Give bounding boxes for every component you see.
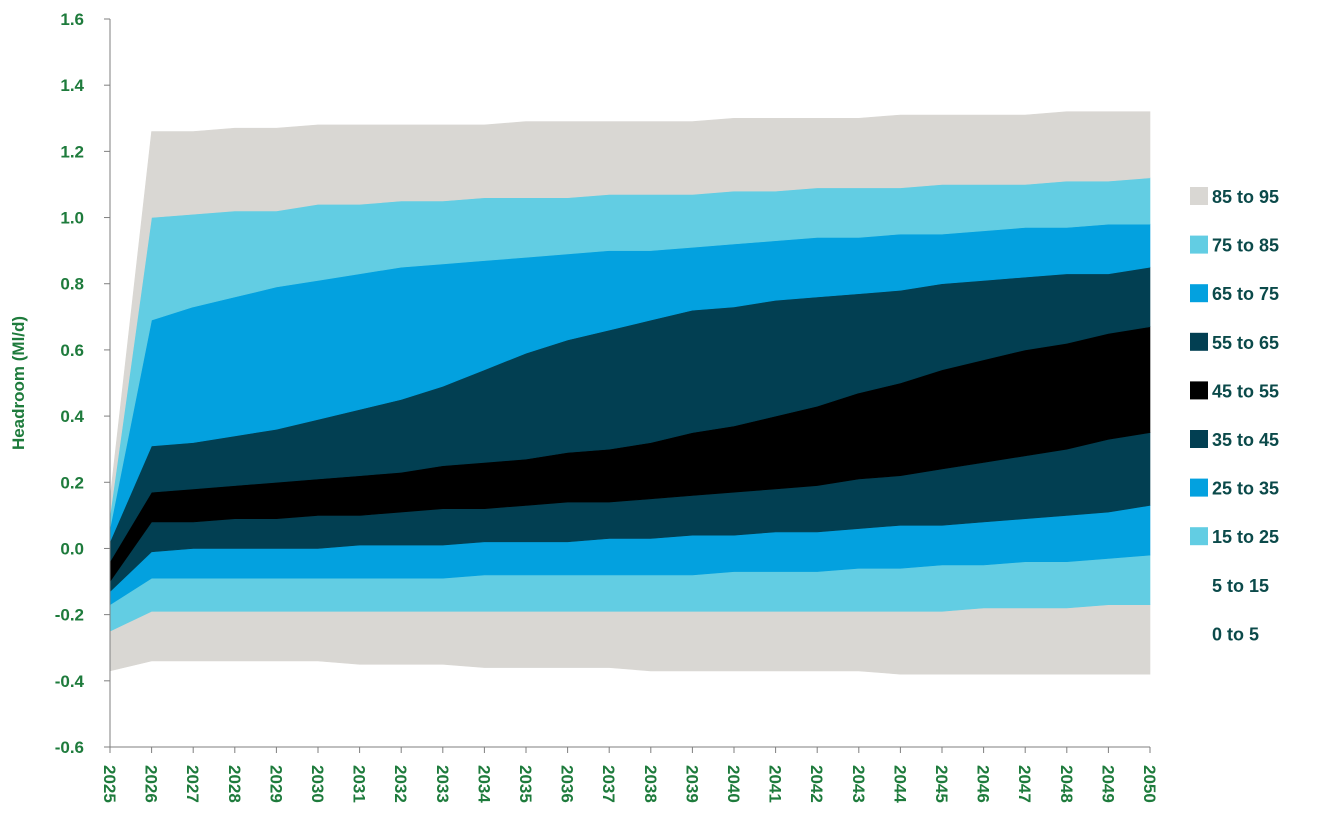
y-tick-label: 0.0	[60, 539, 84, 558]
x-tick-label: 2033	[433, 765, 452, 803]
legend-swatch	[1190, 332, 1208, 351]
x-tick-label: 2025	[100, 765, 119, 803]
legend-label: 55 to 65	[1212, 333, 1279, 353]
x-tick-label: 2050	[1140, 765, 1159, 803]
x-tick-label: 2036	[558, 765, 577, 803]
x-tick-label: 2041	[766, 765, 785, 803]
legend-label: 5 to 15	[1212, 576, 1269, 596]
x-tick-label: 2045	[932, 765, 951, 803]
x-tick-label: 2049	[1098, 765, 1117, 803]
legend-label: 25 to 35	[1212, 479, 1279, 499]
y-tick-label: 0.2	[60, 473, 84, 492]
x-tick-label: 2028	[225, 765, 244, 803]
x-tick-label: 2048	[1057, 765, 1076, 803]
y-axis-ticks: -0.6 -0.4 -0.2 0.0 0.2 0.4 0.6 0.8 1.0 1.2 1.4 1.6	[55, 10, 110, 757]
legend: 85 to 95 75 to 85 65 to 75 55 to 65 45 to 55…	[1190, 187, 1279, 644]
legend-swatch	[1190, 284, 1208, 303]
x-tick-label: 2037	[599, 765, 618, 803]
legend-label: 15 to 25	[1212, 527, 1279, 547]
x-tick-label: 2030	[308, 765, 327, 803]
legend-swatch	[1190, 381, 1208, 400]
y-tick-label: 1.2	[60, 142, 84, 161]
x-tick-label: 2040	[724, 765, 743, 803]
x-tick-label: 2026	[142, 765, 161, 803]
axes	[109, 19, 1150, 748]
legend-label: 35 to 45	[1212, 430, 1279, 450]
legend-swatch	[1190, 235, 1208, 254]
x-tick-label: 2027	[183, 765, 202, 803]
fan-bands	[109, 111, 1151, 675]
x-tick-label: 2034	[474, 765, 493, 803]
y-tick-label: 1.0	[60, 209, 84, 228]
legend-label: 45 to 55	[1212, 381, 1279, 401]
x-tick-label: 2044	[890, 765, 909, 803]
x-tick-label: 2046	[974, 765, 993, 803]
x-tick-label: 2038	[641, 765, 660, 803]
y-tick-label: -0.4	[55, 672, 85, 691]
y-axis-title: Headroom (Ml/d)	[9, 316, 28, 450]
y-tick-label: 0.6	[60, 341, 84, 360]
y-tick-label: 1.4	[60, 76, 84, 95]
legend-swatch	[1190, 187, 1208, 205]
x-tick-label: 2032	[391, 765, 410, 803]
legend-label: 0 to 5	[1212, 624, 1259, 644]
legend-swatch	[1190, 478, 1208, 497]
legend-swatch	[1190, 527, 1208, 546]
x-tick-label: 2039	[682, 765, 701, 803]
x-tick-label: 2047	[1015, 765, 1034, 803]
x-axis-ticks: 2025 2026 2027 2028 2029 2030 2031 2032 2033 2034…	[100, 747, 1159, 803]
x-tick-label: 2029	[266, 765, 285, 803]
y-tick-label: -0.6	[55, 738, 84, 757]
x-tick-label: 2035	[516, 765, 535, 803]
legend-label: 85 to 95	[1212, 187, 1279, 207]
x-tick-label: 2042	[807, 765, 826, 803]
band-85-to-95	[109, 604, 1151, 675]
y-tick-label: 0.4	[60, 407, 84, 426]
legend-label: 75 to 85	[1212, 236, 1279, 256]
legend-label: 65 to 75	[1212, 284, 1279, 304]
band-5-to-15	[109, 111, 1151, 516]
legend-swatch	[1190, 430, 1208, 448]
y-tick-label: -0.2	[55, 606, 84, 625]
y-tick-label: 1.6	[60, 10, 84, 29]
y-tick-label: 0.8	[60, 275, 84, 294]
x-tick-label: 2043	[849, 765, 868, 803]
x-tick-label: 2031	[350, 765, 369, 803]
